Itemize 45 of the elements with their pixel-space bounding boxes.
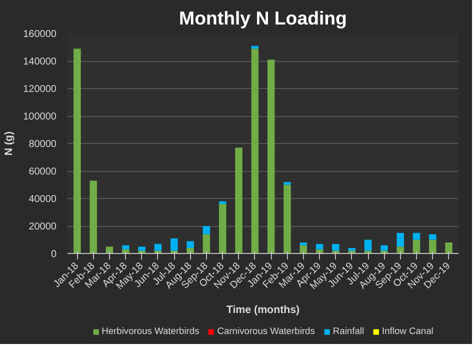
y-tick-label: 40000 <box>28 194 57 205</box>
y-tick-label: 160000 <box>23 29 57 40</box>
bar <box>380 245 388 251</box>
bar <box>396 246 404 254</box>
bar <box>412 240 420 254</box>
bar <box>90 180 97 254</box>
bar <box>396 232 404 247</box>
bar <box>202 226 210 234</box>
bar <box>445 242 452 254</box>
bar <box>284 184 291 254</box>
bar <box>284 182 291 185</box>
y-tick-label: 100000 <box>23 112 57 122</box>
y-tick-label: 80000 <box>28 139 57 150</box>
bar <box>202 234 210 254</box>
bar <box>300 242 308 246</box>
legend-label: Rainfall <box>332 326 364 336</box>
bar <box>186 248 194 254</box>
legend-label: Carnivorous Waterbirds <box>217 326 315 336</box>
bar <box>364 240 372 251</box>
bar <box>429 240 436 254</box>
bar <box>316 244 324 250</box>
x-axis-title: Time (months) <box>226 304 300 316</box>
legend-label: Herbivorous Waterbirds <box>102 326 200 336</box>
bar <box>412 232 420 240</box>
bar <box>74 48 81 254</box>
bar <box>429 234 436 240</box>
bar <box>186 241 194 248</box>
bar <box>348 248 356 251</box>
y-tick-label: 0 <box>50 249 57 260</box>
bar <box>235 148 242 254</box>
bar <box>154 244 162 251</box>
bar <box>122 245 130 250</box>
bar <box>218 204 226 254</box>
bar <box>332 244 340 251</box>
y-tick-label: 120000 <box>23 84 57 95</box>
y-tick-label: 140000 <box>23 56 57 68</box>
bar <box>251 48 259 254</box>
bar <box>267 60 275 254</box>
y-axis-title: N (g) <box>3 130 16 156</box>
bar <box>170 238 178 251</box>
bar <box>138 246 146 251</box>
chart-title: Monthly N Loading <box>179 8 347 28</box>
y-tick-label: 20000 <box>28 222 57 232</box>
legend-label: Inflow Canal <box>382 326 434 336</box>
y-tick-label: 60000 <box>28 166 57 178</box>
